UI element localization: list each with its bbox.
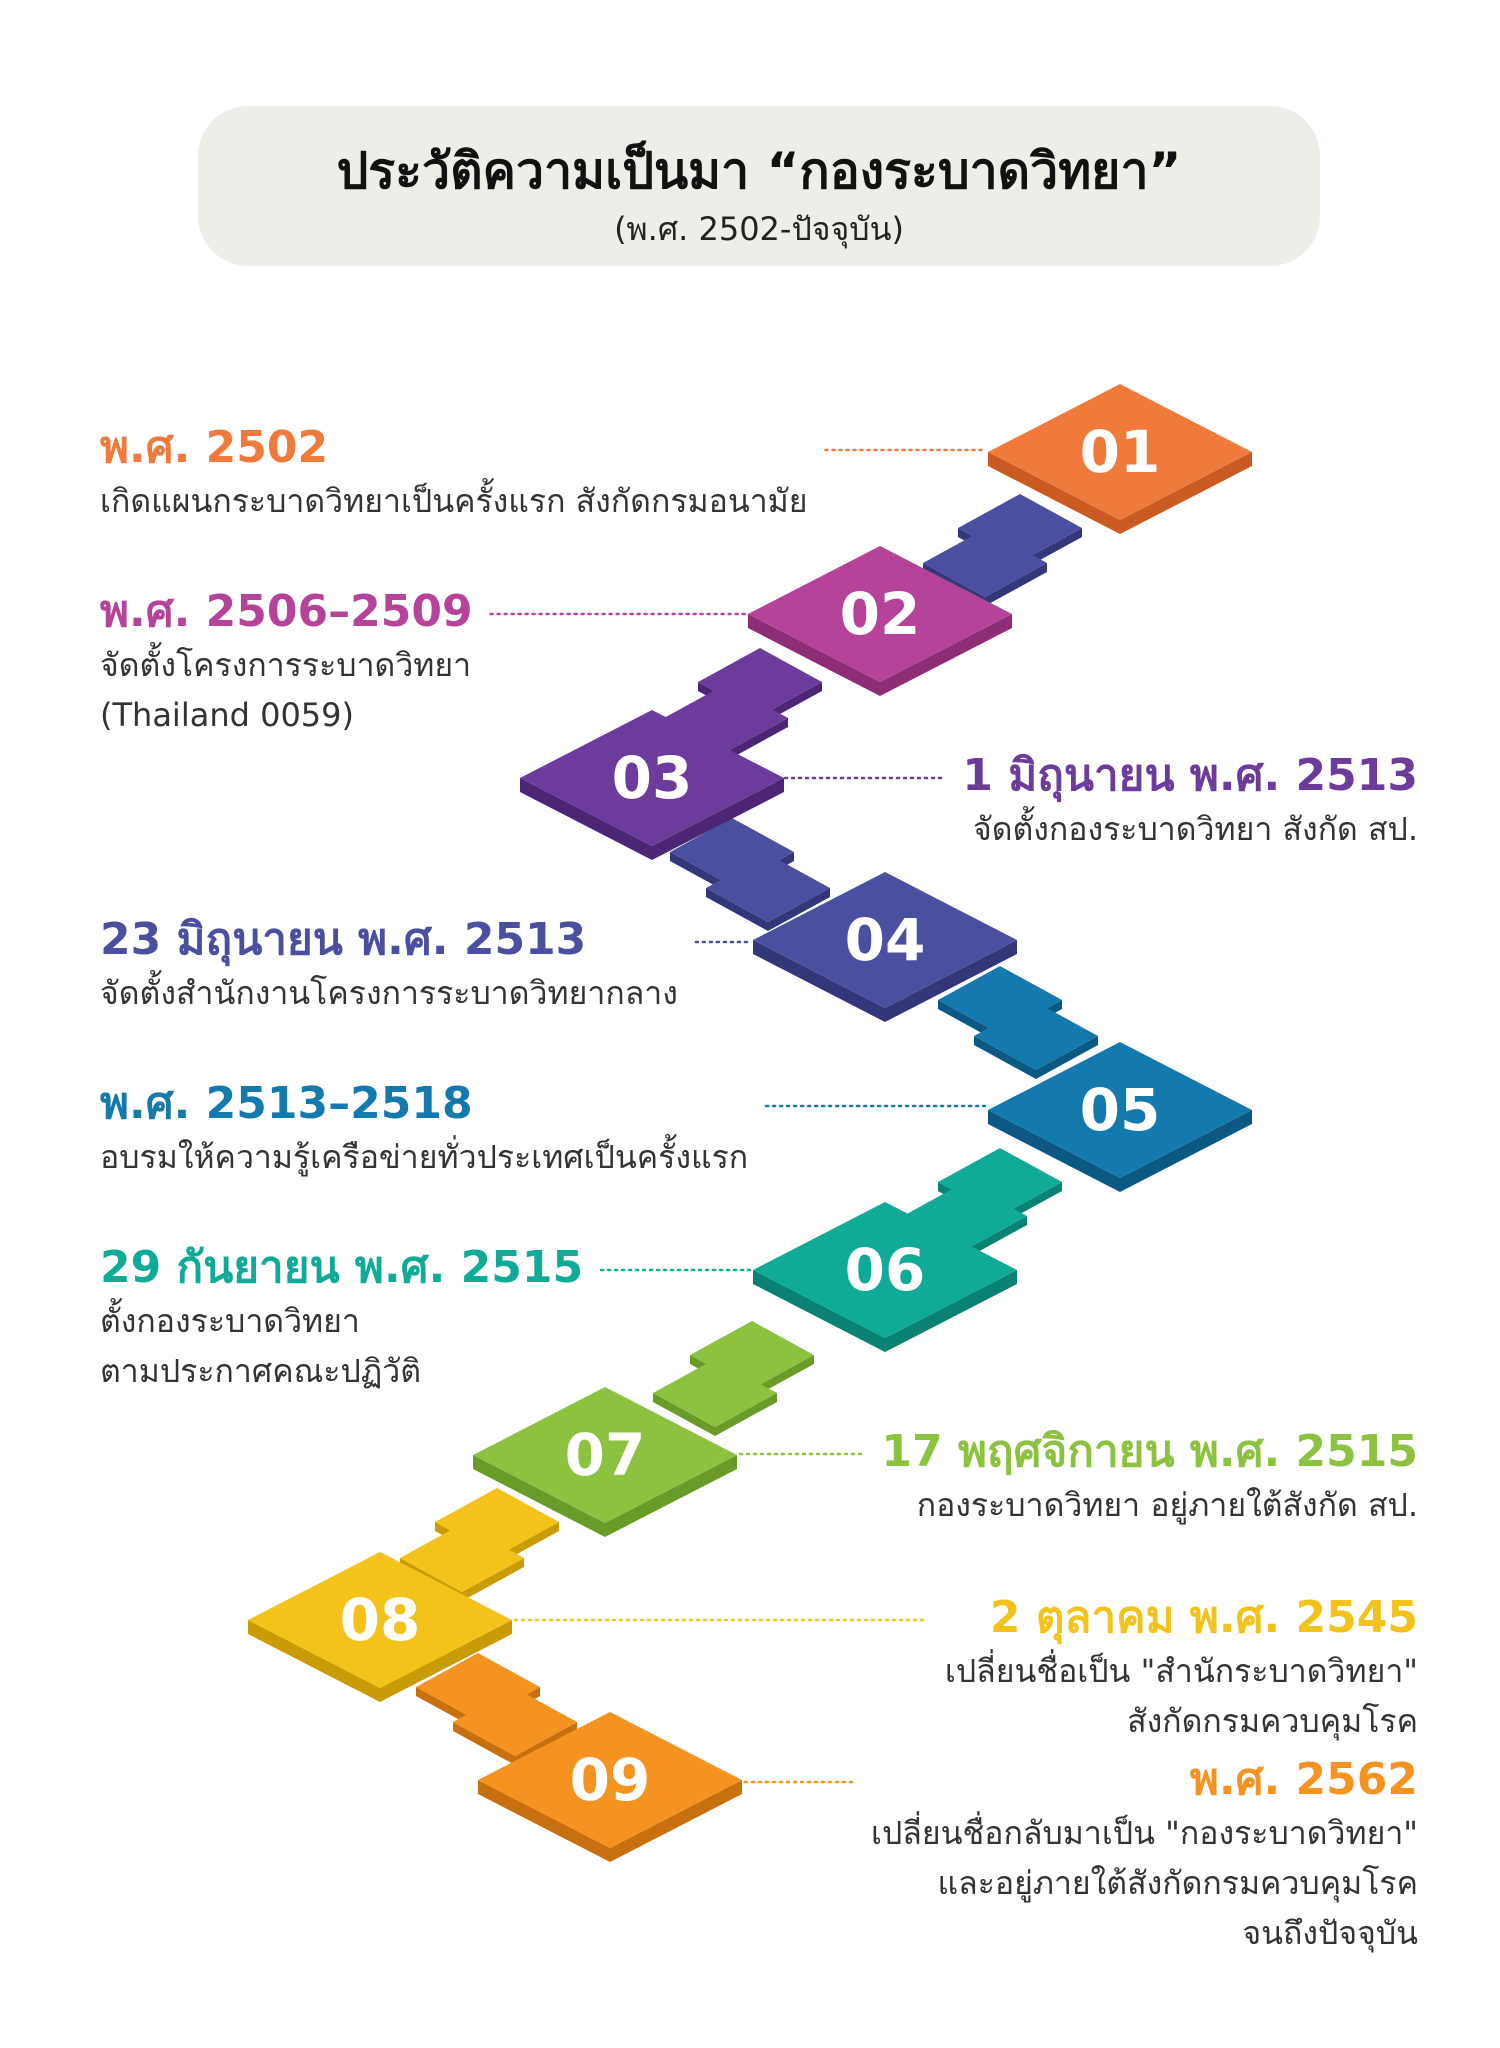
event-description: กองระบาดวิทยา อยู่ภายใต้สังกัด สป.: [916, 1486, 1418, 1524]
step-tile: [653, 1359, 777, 1427]
step-number: 02: [840, 580, 921, 648]
tile-side: [988, 1110, 1120, 1192]
event-description: จนถึงปัจจุบัน: [1242, 1914, 1418, 1952]
step-side: [974, 1036, 1036, 1079]
tile-side: [478, 1780, 610, 1862]
event-description: อบรมให้ความรู้เครือข่ายทั่วประเทศเป็นครั…: [100, 1138, 749, 1176]
tile-side: [1120, 452, 1252, 534]
tile-side: [880, 614, 1012, 696]
step-side: [768, 888, 830, 931]
event-description: จัดตั้งกองระบาดวิทยา สังกัด สป.: [972, 810, 1418, 848]
tile-top: [248, 1552, 512, 1688]
tile-side: [380, 1620, 512, 1702]
tile-side: [753, 940, 885, 1022]
tile-top: [478, 1712, 742, 1848]
step-tile: [400, 1524, 524, 1592]
tile-side: [605, 1455, 737, 1537]
event-description: และอยู่ภายใต้สังกัดกรมควบคุมโรค: [937, 1864, 1418, 1902]
tile-top: [753, 872, 1017, 1008]
tile-top: [748, 546, 1012, 682]
tile-top: [520, 710, 784, 846]
event-year: 2 ตุลาคม พ.ศ. 2545: [989, 1592, 1418, 1643]
step-number: 09: [570, 1746, 651, 1814]
event-year: 29 กันยายน พ.ศ. 2515: [100, 1242, 584, 1293]
step-number: 07: [565, 1421, 646, 1489]
event-description: ตั้งกองระบาดวิทยา: [100, 1302, 360, 1340]
tile-side: [652, 778, 784, 860]
step-tile: [974, 1002, 1098, 1070]
event-year: พ.ศ. 2506–2509: [100, 586, 473, 637]
tile-side: [473, 1455, 605, 1537]
event-year: 17 พฤศจิกายน พ.ศ. 2515: [881, 1426, 1418, 1477]
event-description: สังกัดกรมควบคุมโรค: [1127, 1702, 1418, 1740]
step-number: 06: [845, 1236, 926, 1304]
event-description: เกิดแผนกระบาดวิทยาเป็นครั้งแรก สังกัดกรม…: [100, 482, 808, 520]
page-title: ประวัติความเป็นมา “กองระบาดวิทยา”: [336, 142, 1182, 200]
step-tile: [453, 1688, 577, 1756]
event-description: จัดตั้งสำนักงานโครงการระบาดวิทยากลาง: [100, 974, 678, 1012]
tile-side: [520, 778, 652, 860]
step-side: [453, 1722, 515, 1765]
header-panel: ประวัติความเป็นมา “กองระบาดวิทยา” (พ.ศ. …: [198, 106, 1320, 266]
timeline-event: 1 มิถุนายน พ.ศ. 2513 จัดตั้งกองระบาดวิทยา…: [962, 748, 1418, 854]
step-tile: [923, 529, 1047, 597]
step-tile: [706, 854, 830, 922]
tile-top: [473, 1387, 737, 1523]
tile-side: [885, 940, 1017, 1022]
page-subtitle: (พ.ศ. 2502-ปัจจุบัน): [614, 210, 904, 248]
step-side: [752, 1355, 814, 1398]
step-number: 05: [1080, 1076, 1161, 1144]
event-year: 1 มิถุนายน พ.ศ. 2513: [962, 750, 1418, 801]
step-number: 08: [340, 1586, 421, 1654]
tile-side: [248, 1620, 380, 1702]
timeline-event: 29 กันยายน พ.ศ. 2515 ตั้งกองระบาดวิทยาตาม…: [100, 1240, 583, 1396]
step-number: 04: [845, 906, 926, 974]
step-side: [726, 718, 788, 761]
timeline-event: พ.ศ. 2562 เปลี่ยนชื่อกลับมาเป็น "กองระบาด…: [871, 1752, 1418, 1958]
step-number: 03: [612, 744, 693, 812]
tile-side: [885, 1270, 1017, 1352]
event-year: พ.ศ. 2562: [1189, 1754, 1418, 1805]
tile-top: [753, 1202, 1017, 1338]
step-number: 01: [1080, 418, 1161, 486]
event-description: ตามประกาศคณะปฏิวัติ: [100, 1352, 422, 1390]
event-description: เปลี่ยนชื่อเป็น "สำนักระบาดวิทยา": [944, 1652, 1418, 1690]
timeline-event: พ.ศ. 2513–2518 อบรมให้ความรู้เครือข่ายทั่…: [100, 1076, 748, 1182]
timeline-event: 2 ตุลาคม พ.ศ. 2545 เปลี่ยนชื่อเป็น "สำนัก…: [945, 1590, 1418, 1746]
event-description: (Thailand 0059): [100, 696, 354, 734]
event-year: พ.ศ. 2513–2518: [100, 1078, 473, 1129]
timeline-event: 23 มิถุนายน พ.ศ. 2513 จัดตั้งสำนักงานโครง…: [100, 912, 678, 1018]
step-side: [965, 1216, 1027, 1259]
step-side: [715, 1393, 777, 1436]
step-side: [462, 1558, 524, 1601]
tile-side: [988, 452, 1120, 534]
event-description: จัดตั้งโครงการระบาดวิทยา: [100, 646, 472, 684]
timeline-event: พ.ศ. 2502 เกิดแผนกระบาดวิทยาเป็นครั้งแรก …: [100, 420, 808, 526]
step-side: [1036, 1036, 1098, 1079]
step-side: [985, 563, 1047, 606]
event-year: พ.ศ. 2502: [100, 422, 329, 473]
tile-side: [748, 614, 880, 696]
timeline-event: 17 พฤศจิกายน พ.ศ. 2515 กองระบาดวิทยา อยู่…: [881, 1424, 1418, 1530]
tile-top: [988, 384, 1252, 520]
tile-side: [1120, 1110, 1252, 1192]
event-description: เปลี่ยนชื่อกลับมาเป็น "กองระบาดวิทยา": [871, 1814, 1418, 1852]
event-year: 23 มิถุนายน พ.ศ. 2513: [100, 914, 587, 965]
tile-side: [753, 1270, 885, 1352]
step-side: [706, 888, 768, 931]
step-side: [653, 1393, 715, 1436]
timeline-event: พ.ศ. 2506–2509 จัดตั้งโครงการระบาดวิทยา (T…: [100, 584, 473, 740]
tile-top: [988, 1042, 1252, 1178]
tile-side: [610, 1780, 742, 1862]
